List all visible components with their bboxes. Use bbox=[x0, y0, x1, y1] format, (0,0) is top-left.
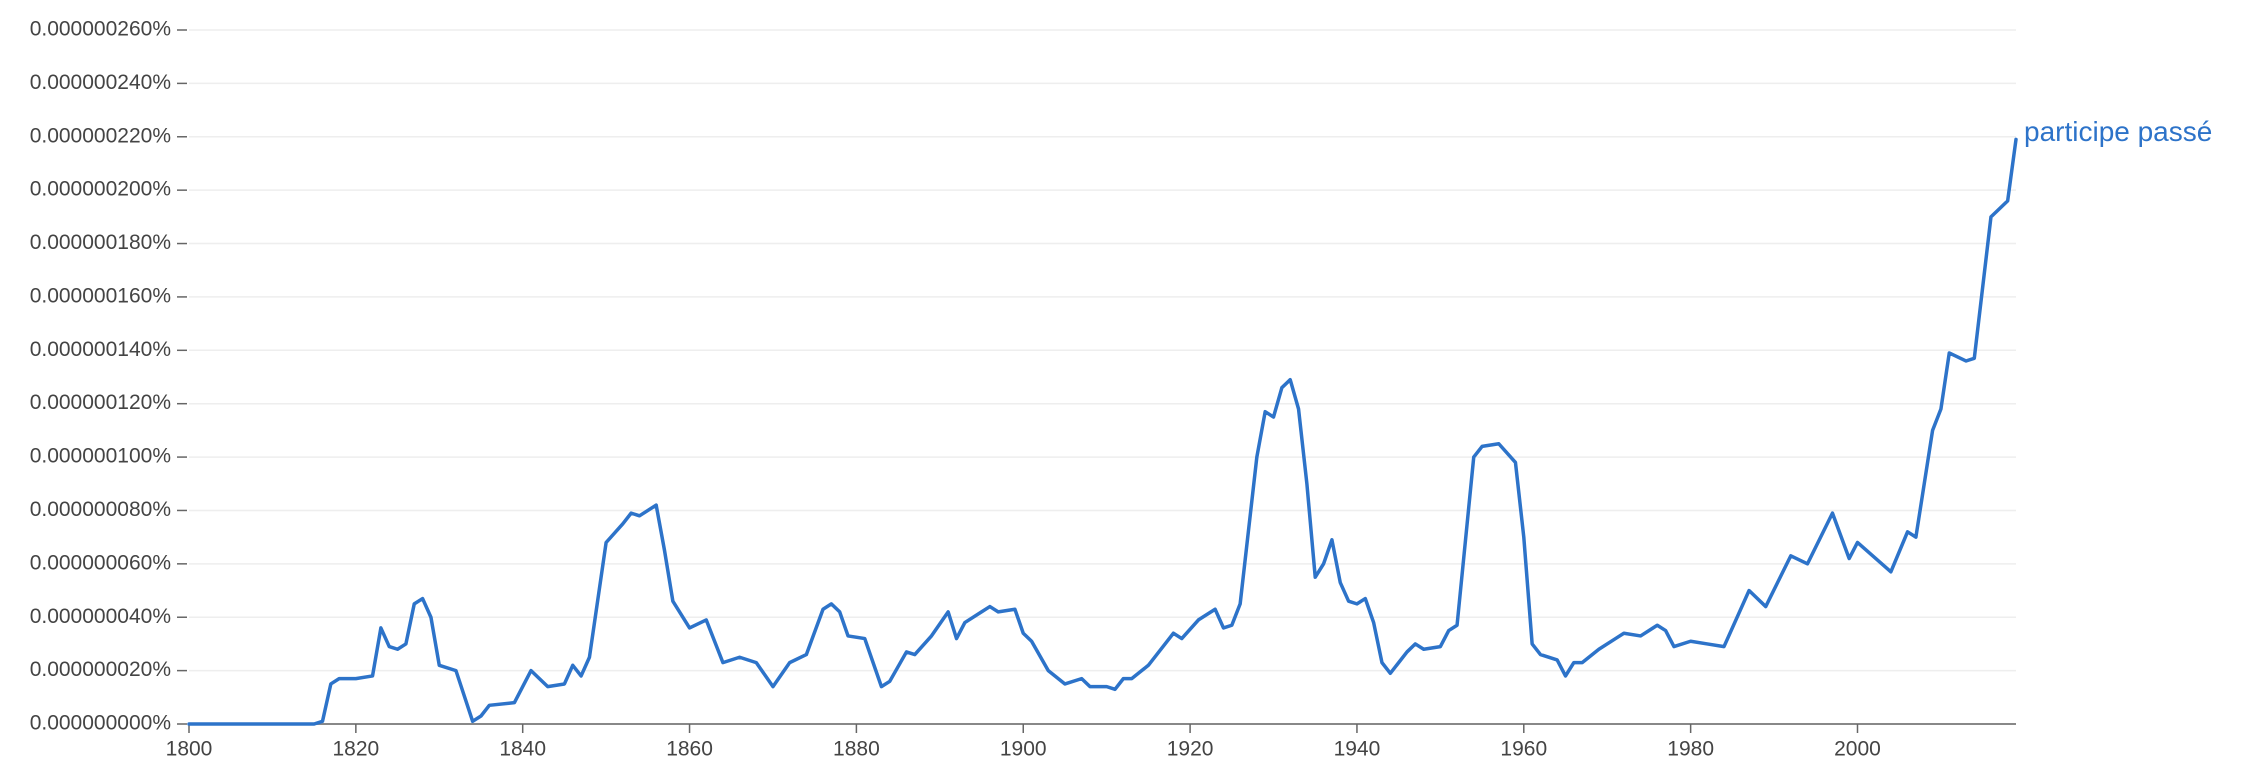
x-tick-label: 1900 bbox=[1000, 738, 1047, 761]
x-tick-label: 2000 bbox=[1834, 738, 1881, 761]
y-tick-label: 0.000000160% bbox=[30, 284, 171, 307]
x-tick-label: 1960 bbox=[1500, 738, 1547, 761]
y-tick-label: 0.000000000% bbox=[30, 712, 171, 735]
y-tick-label: 0.000000140% bbox=[30, 338, 171, 361]
x-tick-label: 1820 bbox=[332, 738, 379, 761]
series-line bbox=[187, 137, 2018, 726]
y-tick-label: 0.000000120% bbox=[30, 391, 171, 414]
x-tick-label: 1940 bbox=[1334, 738, 1381, 761]
y-tick-label: 0.000000040% bbox=[30, 605, 171, 628]
y-tick-label: 0.000000100% bbox=[30, 445, 171, 468]
x-tick-label: 1980 bbox=[1667, 738, 1714, 761]
y-tick-label: 0.000000240% bbox=[30, 71, 171, 94]
x-tick-label: 1840 bbox=[499, 738, 546, 761]
x-tick-label: 1880 bbox=[833, 738, 880, 761]
x-tick-label: 1800 bbox=[166, 738, 213, 761]
y-tick-label: 0.000000260% bbox=[30, 18, 171, 41]
x-tick-label: 1860 bbox=[666, 738, 713, 761]
y-tick-label: 0.000000200% bbox=[30, 178, 171, 201]
y-tick-label: 0.000000080% bbox=[30, 498, 171, 521]
x-tick-label: 1920 bbox=[1167, 738, 1214, 761]
y-tick-label: 0.000000020% bbox=[30, 658, 171, 681]
y-tick-label: 0.000000180% bbox=[30, 231, 171, 254]
y-tick-label: 0.000000060% bbox=[30, 551, 171, 574]
series-label: participe passé bbox=[2024, 116, 2212, 147]
y-tick-label: 0.000000220% bbox=[30, 124, 171, 147]
